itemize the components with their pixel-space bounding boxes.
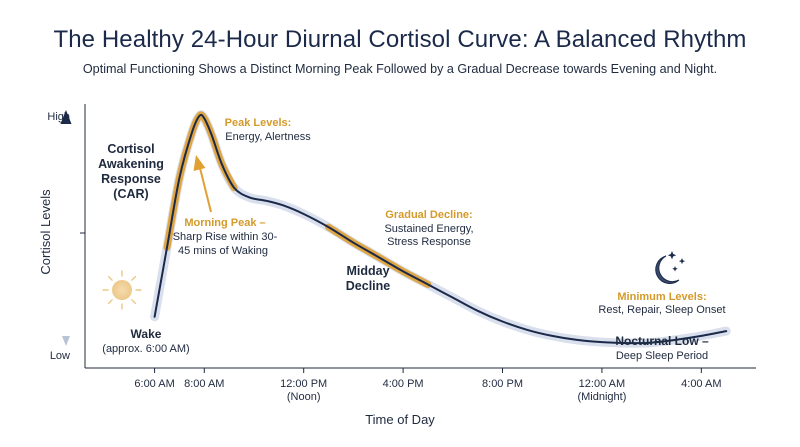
curve-point xyxy=(476,309,479,312)
curve-point xyxy=(725,330,728,333)
curve-point xyxy=(153,315,156,318)
curve-point xyxy=(327,226,330,229)
x-tick-label: 8:00 PM xyxy=(482,378,523,390)
x-tick-label: 6:00 AM xyxy=(134,378,174,390)
curve-point xyxy=(551,334,554,337)
curve-point xyxy=(248,196,251,199)
curve-point xyxy=(600,341,603,344)
x-tick-label: 4:00 AM xyxy=(681,378,721,390)
curve-point xyxy=(576,338,579,341)
car-line-4: (CAR) xyxy=(113,187,148,201)
curve-point xyxy=(178,177,181,180)
moon-stars-icon xyxy=(655,251,686,284)
curve-point xyxy=(198,115,201,118)
curve-point xyxy=(210,134,213,137)
curve-point xyxy=(166,246,169,249)
annotation-morning-peak: Morning Peak – Sharp Rise within 30- 45 … xyxy=(173,217,278,257)
y-axis-title: Cortisol Levels xyxy=(38,189,53,275)
peak-text: Energy, Alertness xyxy=(225,131,311,143)
car-line-1: Cortisol xyxy=(107,142,154,156)
y-axis-arrow xyxy=(60,110,72,346)
chart-title: The Healthy 24-Hour Diurnal Cortisol Cur… xyxy=(53,26,747,53)
car-line-3: Response xyxy=(101,172,161,186)
curve-point xyxy=(402,270,405,273)
nocturnal-text: Deep Sleep Period xyxy=(616,350,708,362)
morning-line-2: 45 mins of Waking xyxy=(178,245,268,257)
sun-icon xyxy=(102,270,142,310)
car-line-2: Awakening xyxy=(98,157,164,171)
morning-peak-arrow xyxy=(193,155,212,213)
morning-line-1: Sharp Rise within 30- xyxy=(173,231,278,243)
x-tick-label: 4:00 PM xyxy=(383,378,424,390)
annotation-minimum: Minimum Levels: Rest, Repair, Sleep Onse… xyxy=(598,291,725,316)
midday-line-2: Decline xyxy=(346,279,391,293)
annotation-gradual: Gradual Decline: Sustained Energy, Stres… xyxy=(384,209,473,248)
annotation-car: Cortisol Awakening Response (CAR) xyxy=(98,142,164,201)
chart-subtitle: Optimal Functioning Shows a Distinct Mor… xyxy=(82,62,718,76)
gradual-heading: Gradual Decline: xyxy=(385,209,472,221)
minimum-text: Rest, Repair, Sleep Onset xyxy=(598,304,725,316)
x-tick-sublabel: (Midnight) xyxy=(577,391,626,403)
curve-point xyxy=(265,199,268,202)
morning-heading: Morning Peak – xyxy=(184,217,265,229)
annotation-nocturnal: Nocturnal Low – Deep Sleep Period xyxy=(615,334,709,362)
curve-point xyxy=(451,296,454,299)
x-tick-label: 12:00 PM xyxy=(280,378,327,390)
curve-point xyxy=(233,186,236,189)
minimum-heading: Minimum Levels: xyxy=(617,291,706,303)
gradual-line-1: Sustained Energy, xyxy=(384,223,473,235)
curve-point xyxy=(526,328,529,331)
y-tick-label: Low xyxy=(50,350,70,362)
wake-label: Wake xyxy=(131,327,162,341)
curve-point xyxy=(377,256,380,259)
x-tick-label: 12:00 AM xyxy=(579,378,625,390)
cortisol-curve xyxy=(153,113,728,345)
annotation-peak: Peak Levels: Energy, Alertness xyxy=(225,117,312,143)
annotation-midday: Midday Decline xyxy=(346,264,391,293)
x-tick-label: 8:00 AM xyxy=(184,378,224,390)
wake-time: (approx. 6:00 AM) xyxy=(102,343,189,355)
curve-point xyxy=(203,117,206,120)
midday-line-1: Midday xyxy=(346,264,389,278)
curve-point xyxy=(352,241,355,244)
curve-point xyxy=(282,204,285,207)
curve-point xyxy=(426,283,429,286)
peak-heading: Peak Levels: xyxy=(225,117,292,129)
gradual-line-2: Stress Response xyxy=(387,236,471,248)
x-tick-sublabel: (Noon) xyxy=(287,391,321,403)
y-tick-label: High xyxy=(47,111,70,123)
x-axis-title: Time of Day xyxy=(365,412,435,427)
curve-point xyxy=(220,162,223,165)
curve-point xyxy=(302,212,305,215)
curve-point xyxy=(501,320,504,323)
annotation-wake: Wake (approx. 6:00 AM) xyxy=(102,327,189,355)
nocturnal-heading: Nocturnal Low – xyxy=(615,334,709,348)
curve-point xyxy=(190,131,193,134)
